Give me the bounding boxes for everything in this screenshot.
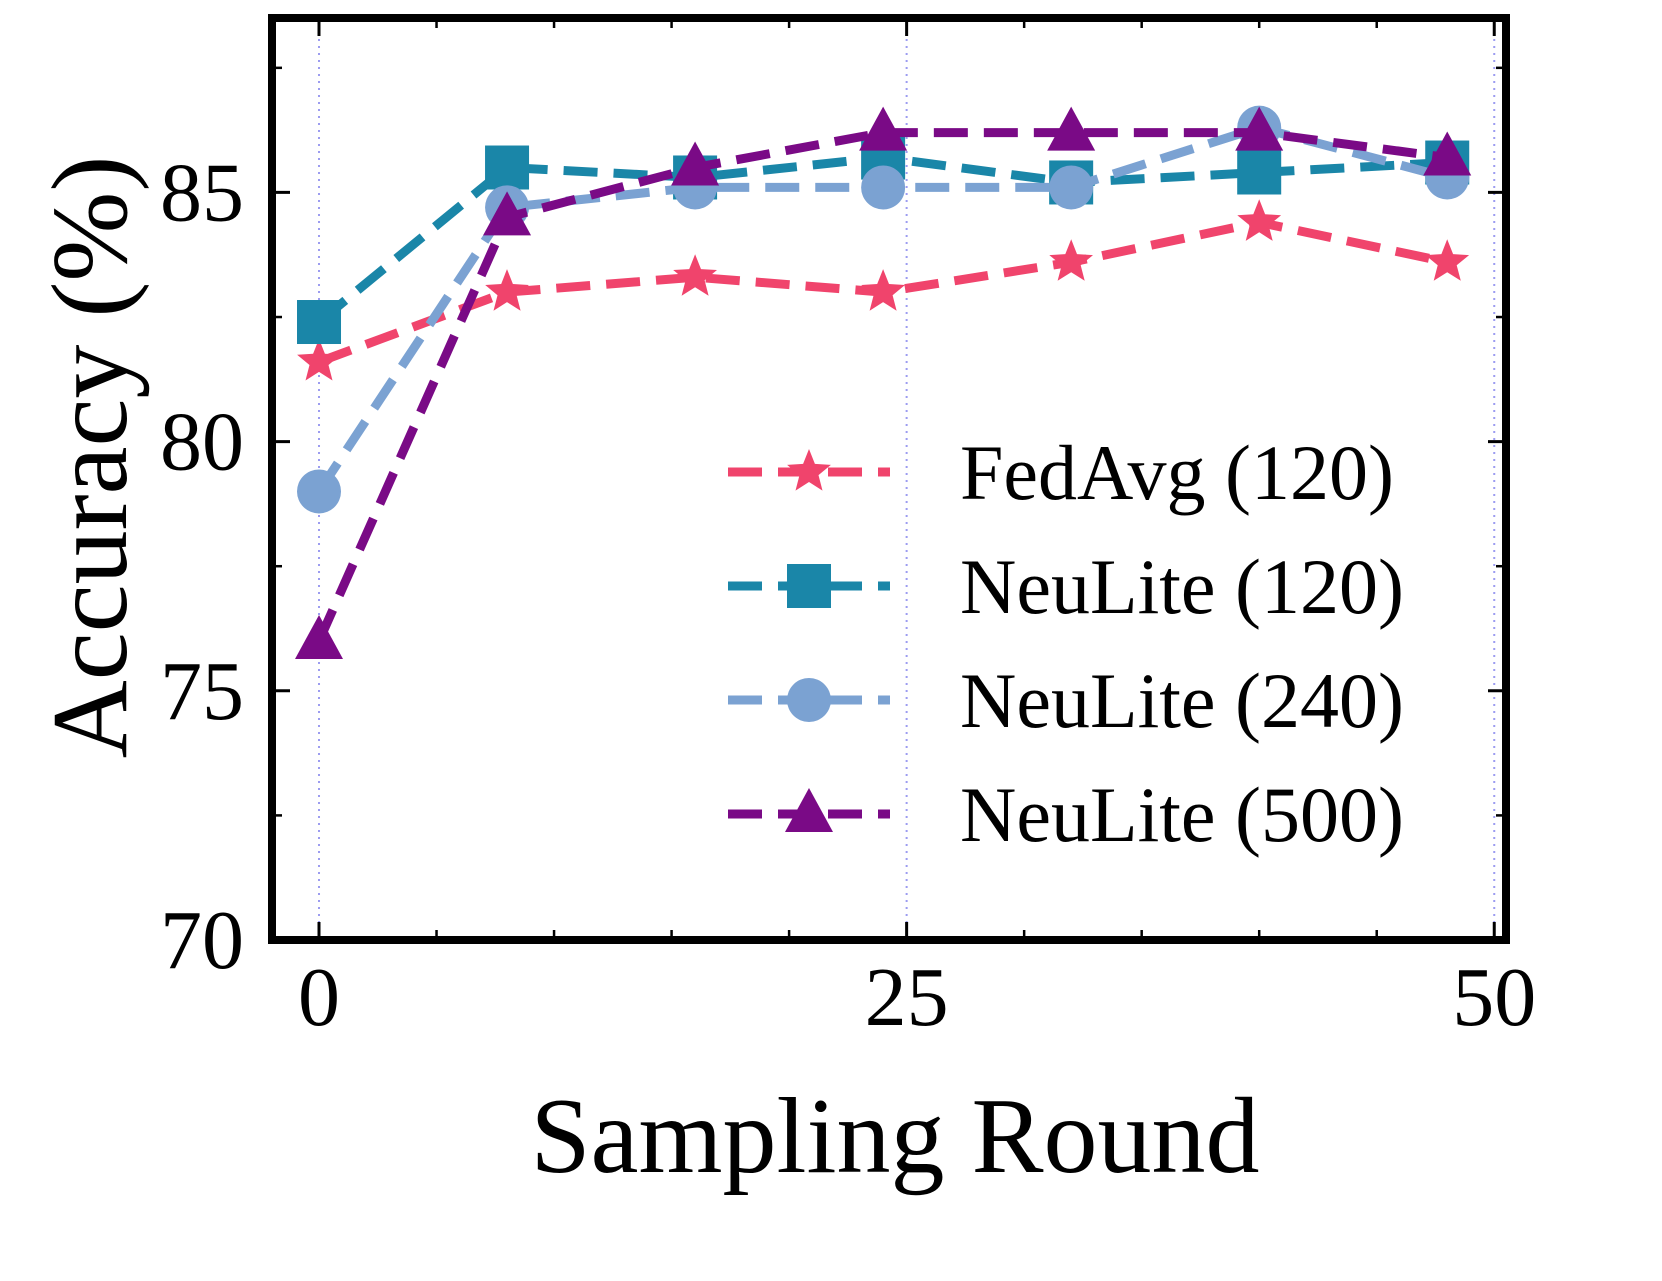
legend-marker [787,449,831,491]
y-axis-title: Accuracy (%) [31,156,150,759]
data-point [671,141,720,186]
data-point [1425,239,1470,281]
data-point [859,106,908,151]
data-point [1237,150,1282,195]
data-point [485,269,529,311]
x-tick-label: 0 [298,951,340,1044]
data-point [861,165,906,210]
data-point [485,145,530,190]
legend-marker [787,678,831,722]
x-tick-label: 25 [865,951,949,1044]
legend-marker [785,788,833,832]
data-point [673,254,717,296]
data-point [1423,131,1472,176]
legend-label: FedAvg (120) [960,429,1394,516]
data-point [1049,239,1093,281]
series-layer [295,105,1472,659]
legend-entry: NeuLite (500) [728,771,1404,858]
legend-entry: FedAvg (120) [728,429,1394,516]
x-tick-label: 50 [1452,951,1536,1044]
x-axis-title: Sampling Round [530,1077,1259,1196]
y-tick-label: 75 [160,645,244,738]
legend-entry: NeuLite (240) [728,657,1404,744]
legend-label: NeuLite (120) [960,543,1404,630]
legend-label: NeuLite (500) [960,771,1404,858]
data-point [1047,106,1096,151]
data-point [483,191,532,236]
data-point [297,338,341,381]
y-tick-label: 80 [160,396,244,489]
data-point [297,300,342,345]
y-tick-label: 70 [160,894,244,987]
data-point [1235,106,1284,151]
data-point [295,614,344,659]
data-point [1237,199,1282,241]
series-fedavg-120 [297,199,1470,381]
data-point [1049,165,1094,210]
y-tick-label: 85 [160,146,244,239]
data-point [297,469,342,514]
data-point [861,269,905,311]
legend-entry: NeuLite (120) [728,543,1404,630]
legend-label: NeuLite (240) [960,657,1404,744]
tick-labels: 0 25 50 70 75 80 85 [160,146,1536,1044]
series-neulite-500 [295,106,1472,659]
legend-marker [787,564,831,608]
plot-frame [268,14,1510,944]
legend: FedAvg (120) NeuLite (120) NeuLite (240) Ne… [728,429,1404,858]
